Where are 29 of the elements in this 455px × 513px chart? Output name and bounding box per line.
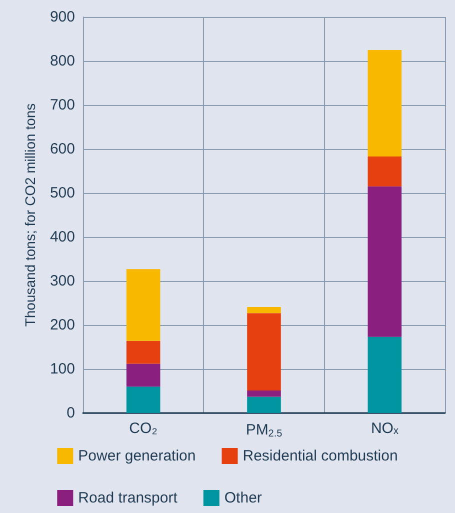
y-tick-label: 400	[50, 228, 75, 246]
bar	[126, 386, 160, 413]
x-tick-label: NOₓ	[370, 420, 398, 437]
legend-label: Other	[224, 490, 262, 506]
bar	[368, 50, 402, 156]
y-tick-label: 600	[50, 140, 75, 158]
legend-label: Power generation	[78, 448, 196, 464]
bar	[247, 390, 281, 397]
bar	[368, 336, 402, 413]
y-tick-label: 500	[50, 184, 75, 202]
y-tick-label: 100	[50, 360, 75, 378]
y-tick-label: 800	[50, 52, 75, 70]
legend-label: Road transport	[78, 490, 178, 506]
bar	[247, 396, 281, 413]
bar	[126, 269, 160, 341]
bar	[247, 313, 281, 391]
y-tick-label: 300	[50, 272, 75, 290]
bar	[126, 340, 160, 364]
y-tick-label: 700	[50, 96, 75, 114]
x-tick-label: CO₂	[129, 420, 158, 437]
y-tick-label: 0	[66, 404, 75, 422]
y-axis-title: Thousand tons; for CO2 million tons	[22, 103, 38, 327]
bar	[247, 306, 281, 314]
legend-label: Residential combustion	[242, 448, 398, 464]
y-tick-label: 200	[50, 316, 75, 334]
y-tick-label: 900	[50, 8, 75, 26]
bar	[126, 364, 160, 387]
bar	[368, 156, 402, 186]
bar	[368, 186, 402, 337]
